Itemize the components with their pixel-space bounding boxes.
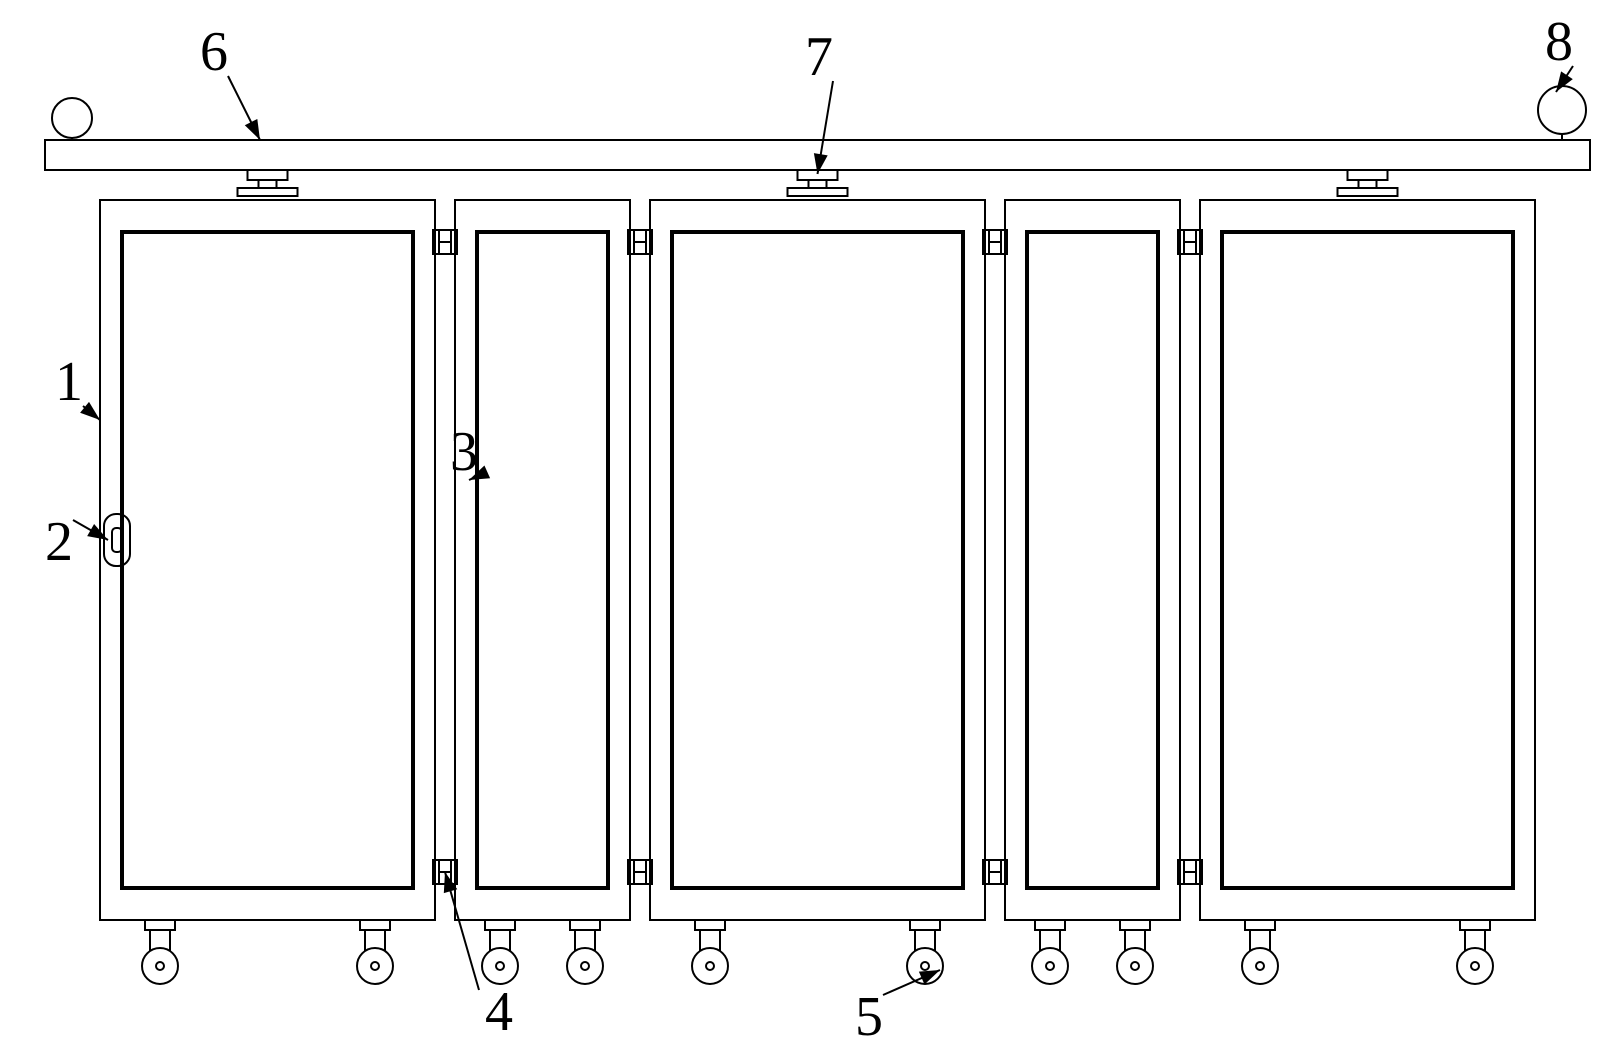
panel-outer <box>1200 200 1535 920</box>
caster-plate <box>145 920 175 930</box>
caster-wheel <box>482 948 518 984</box>
callout-3: 3 <box>450 421 478 483</box>
caster-plate <box>1460 920 1490 930</box>
caster-wheel <box>1032 948 1068 984</box>
hanger-cap <box>248 170 288 180</box>
caster-plate <box>570 920 600 930</box>
panel-outer <box>1005 200 1180 920</box>
rail-end-ball <box>1538 86 1586 134</box>
callout-6: 6 <box>200 21 228 83</box>
caster-wheel <box>357 948 393 984</box>
caster-wheel <box>142 948 178 984</box>
hanger-base <box>788 188 848 196</box>
hanger-base <box>1338 188 1398 196</box>
caster-plate <box>910 920 940 930</box>
panel-inner <box>1027 232 1158 888</box>
hanger-base <box>238 188 298 196</box>
caster-plate <box>1035 920 1065 930</box>
caster-plate <box>485 920 515 930</box>
panel-inner <box>477 232 608 888</box>
panel-inner <box>1222 232 1513 888</box>
caster-plate <box>695 920 725 930</box>
hanger-neck <box>809 180 827 188</box>
caster-wheel <box>1117 948 1153 984</box>
caster-wheel <box>692 948 728 984</box>
caster-wheel <box>567 948 603 984</box>
callout-1: 1 <box>55 351 83 413</box>
callout-8: 8 <box>1545 11 1573 73</box>
arrowhead-icon <box>245 119 260 140</box>
caster-wheel <box>1242 948 1278 984</box>
hanger-neck <box>259 180 277 188</box>
hanger-cap <box>1348 170 1388 180</box>
arrowhead-icon <box>80 402 100 420</box>
hanger-neck <box>1359 180 1377 188</box>
panel-outer <box>455 200 630 920</box>
rail-end-ball <box>52 98 92 138</box>
caster-plate <box>1245 920 1275 930</box>
callout-7: 7 <box>805 26 833 88</box>
caster-wheel <box>1457 948 1493 984</box>
callout-2: 2 <box>45 511 73 573</box>
panel-outer <box>650 200 985 920</box>
callout-5: 5 <box>855 986 883 1048</box>
panel-outer <box>100 200 435 920</box>
caster-plate <box>1120 920 1150 930</box>
panel-inner <box>122 232 413 888</box>
panel-inner <box>672 232 963 888</box>
caster-plate <box>360 920 390 930</box>
callout-4: 4 <box>485 981 513 1043</box>
